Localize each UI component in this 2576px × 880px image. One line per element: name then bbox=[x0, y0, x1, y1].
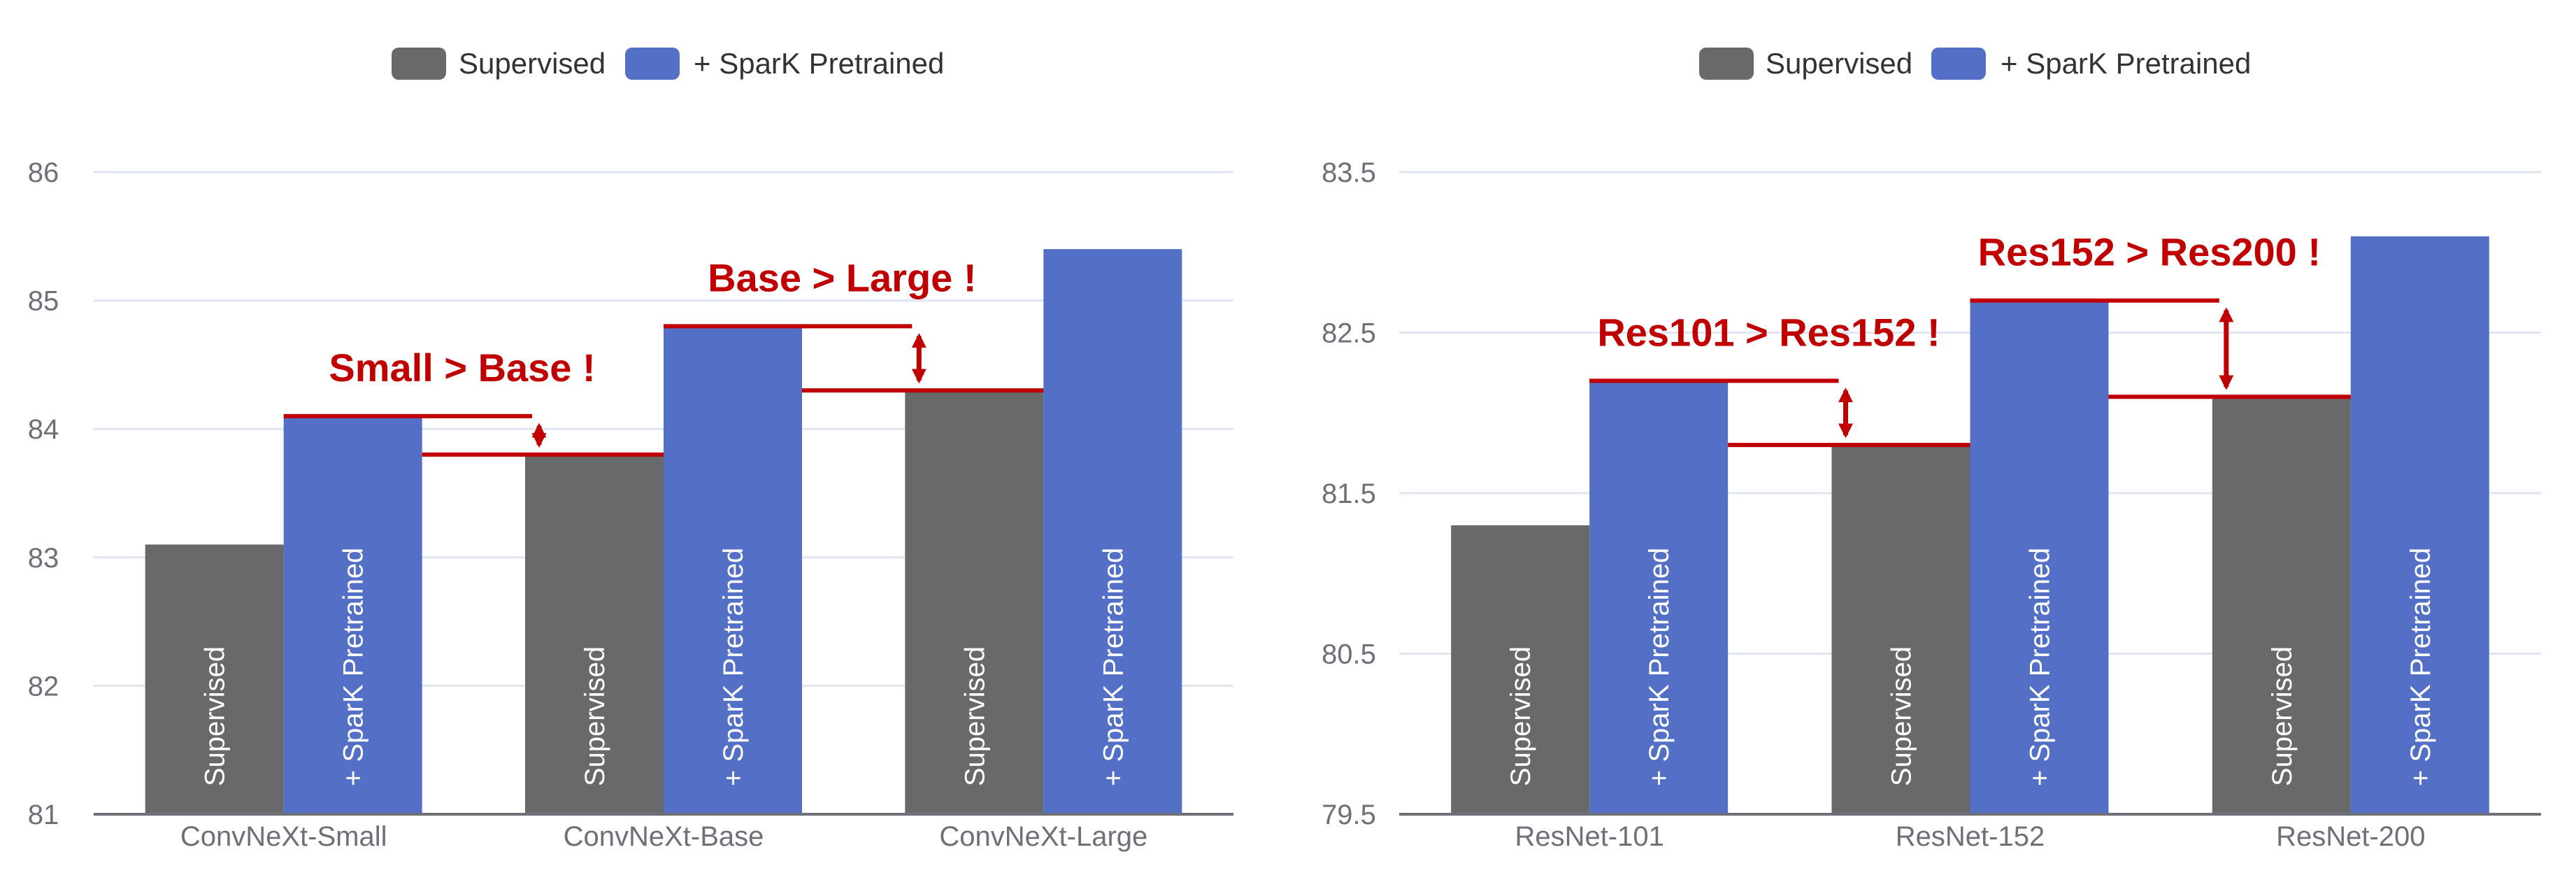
x-category-label: ConvNeXt-Large bbox=[939, 821, 1147, 852]
legend-swatch-0 bbox=[1699, 48, 1754, 80]
bar-inside-label: Supervised bbox=[2267, 646, 2298, 786]
bar-spark-pretrained bbox=[1970, 300, 2109, 815]
bar-inside-label: + SparK Pretrained bbox=[1644, 548, 1675, 786]
bar-inside-label: + SparK Pretrained bbox=[338, 548, 369, 786]
legend-swatch-1 bbox=[1931, 48, 1986, 80]
annotation: Res152 > Res200 ! bbox=[1970, 230, 2351, 399]
bar-inside-label: + SparK Pretrained bbox=[2405, 548, 2436, 786]
bar-supervised bbox=[1451, 525, 1590, 814]
legend-swatch-1 bbox=[625, 48, 680, 80]
x-category-label: ConvNeXt-Base bbox=[564, 821, 764, 852]
y-tick-label: 83.5 bbox=[1322, 157, 1376, 188]
legend-label-0: Supervised bbox=[459, 47, 606, 80]
annotation: Small > Base ! bbox=[283, 346, 664, 457]
annotation: Base > Large ! bbox=[664, 255, 1044, 393]
annotation-label: Small > Base ! bbox=[329, 346, 595, 390]
bar-spark-pretrained bbox=[1043, 249, 1182, 814]
x-category-label: ConvNeXt-Small bbox=[180, 821, 387, 852]
y-tick-label: 79.5 bbox=[1322, 800, 1376, 830]
annotation-label: Res101 > Res152 ! bbox=[1597, 310, 1940, 354]
x-category-label: ResNet-152 bbox=[1896, 821, 2045, 852]
bar-inside-label: + SparK Pretrained bbox=[718, 548, 749, 786]
resnet-chart-panel: Supervised + SparK Pretrained 79.5 80.5 81.5… bbox=[1288, 0, 2576, 880]
bar-inside-label: Supervised bbox=[1887, 646, 1917, 786]
bar-inside-label: Supervised bbox=[1505, 646, 1536, 786]
legend-label-0: Supervised bbox=[1766, 47, 1912, 80]
annotation: Res101 > Res152 ! bbox=[1589, 310, 1970, 448]
legend-swatch-0 bbox=[392, 48, 446, 80]
bar-spark-pretrained bbox=[664, 326, 802, 814]
resnet-bar-chart: Supervised + SparK Pretrained 79.5 80.5 81.5… bbox=[1322, 47, 2541, 852]
legend-label-1: + SparK Pretrained bbox=[2001, 47, 2251, 80]
bar-inside-label: Supervised bbox=[200, 646, 231, 786]
x-category-label: ResNet-200 bbox=[2276, 821, 2425, 852]
bar-supervised bbox=[905, 390, 1044, 814]
y-tick-label: 83 bbox=[28, 543, 59, 574]
bar-inside-label: Supervised bbox=[959, 646, 990, 786]
y-tick-label: 85 bbox=[28, 286, 59, 317]
legend-label-1: + SparK Pretrained bbox=[694, 47, 944, 80]
bar-inside-label: + SparK Pretrained bbox=[2025, 548, 2056, 786]
bar-supervised bbox=[145, 544, 284, 814]
x-category-label: ResNet-101 bbox=[1515, 821, 1663, 852]
bar-spark-pretrained bbox=[283, 416, 422, 814]
bar-inside-label: Supervised bbox=[580, 646, 610, 786]
bar-spark-pretrained bbox=[1589, 381, 1729, 814]
y-tick-label: 82.5 bbox=[1322, 318, 1376, 349]
convnext-chart-panel: Supervised + SparK Pretrained 81 82 83 84 85 86… bbox=[28, 47, 1233, 852]
bar-supervised bbox=[1831, 445, 1970, 814]
y-tick-label: 81 bbox=[28, 800, 59, 830]
legend: Supervised + SparK Pretrained bbox=[392, 47, 944, 80]
y-tick-label: 80.5 bbox=[1322, 639, 1376, 670]
legend: Supervised + SparK Pretrained bbox=[1699, 47, 2251, 80]
bar-supervised bbox=[2212, 397, 2351, 814]
y-tick-label: 82 bbox=[28, 671, 59, 702]
y-tick-label: 81.5 bbox=[1322, 478, 1376, 509]
annotation-label: Res152 > Res200 ! bbox=[1978, 230, 2321, 274]
convnext-bar-chart: Supervised + SparK Pretrained 81 82 83 84 85 86… bbox=[28, 47, 1233, 852]
bar-supervised bbox=[525, 454, 664, 814]
y-tick-label: 84 bbox=[28, 414, 59, 445]
bar-inside-label: + SparK Pretrained bbox=[1098, 548, 1129, 786]
y-tick-label: 86 bbox=[28, 157, 59, 188]
annotation-label: Base > Large ! bbox=[708, 255, 976, 299]
bar-spark-pretrained bbox=[2350, 236, 2489, 814]
